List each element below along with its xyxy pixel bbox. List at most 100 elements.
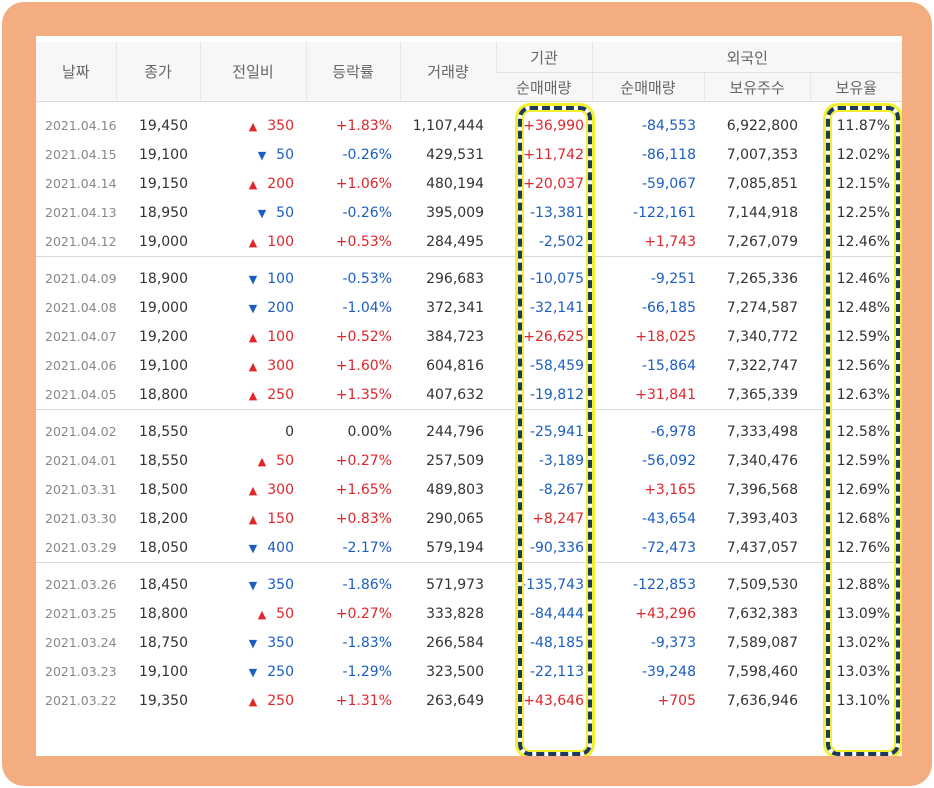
- cell-foreign-holding: 7,589,087: [726, 634, 798, 651]
- cell-foreign-ratio: 12.15%: [836, 175, 891, 192]
- cell-volume: 244,796: [426, 423, 484, 440]
- cell-diff: ▼ 250: [200, 657, 306, 686]
- cell-foreign-holding: 7,393,403: [726, 510, 798, 527]
- diff-value: 250: [267, 692, 294, 709]
- cell-foreign-net: -15,864: [641, 357, 696, 374]
- cell-foreign-holding: 7,267,079: [726, 233, 798, 250]
- diff-value: 50: [276, 452, 294, 469]
- cell-close: 18,050: [139, 539, 188, 556]
- cell-date: 2021.04.14: [45, 176, 117, 191]
- table-row: 2021.04.09 18,900 ▼ 100 -0.53% 296,683 -10,075…: [36, 264, 902, 293]
- cell-foreign-net: +1,743: [644, 233, 696, 250]
- cell-foreign-ratio: 12.46%: [836, 233, 891, 250]
- cell-date: 2021.04.16: [45, 118, 117, 133]
- cell-volume: 480,194: [426, 175, 484, 192]
- header-foreign-holding: 보유주수: [703, 72, 810, 102]
- table-row: 2021.04.06 19,100 ▲ 300 +1.60% 604,816 -58,459…: [36, 351, 902, 380]
- cell-foreign-net: -72,473: [641, 539, 696, 556]
- triangle-down-icon: ▼: [257, 206, 267, 220]
- cell-date: 2021.03.31: [45, 482, 117, 497]
- group-separator: [36, 562, 902, 570]
- cell-date: 2021.04.05: [45, 387, 117, 402]
- table-row: 2021.03.26 18,450 ▼ 350 -1.86% 571,973 -135,74…: [36, 570, 902, 599]
- triangle-up-icon: ▲: [248, 359, 258, 373]
- cell-inst-net: +26,625: [523, 328, 584, 345]
- cell-volume: 290,065: [426, 510, 484, 527]
- cell-foreign-net: +43,296: [635, 605, 696, 622]
- cell-foreign-net: -9,251: [650, 270, 696, 287]
- diff-value: 300: [267, 481, 294, 498]
- cell-foreign-ratio: 12.48%: [836, 299, 891, 316]
- cell-rate: +1.06%: [335, 175, 392, 192]
- cell-foreign-holding: 7,598,460: [726, 663, 798, 680]
- cell-date: 2021.04.13: [45, 205, 117, 220]
- cell-foreign-holding: 7,396,568: [726, 481, 798, 498]
- cell-foreign-ratio: 12.76%: [836, 539, 891, 556]
- cell-date: 2021.03.25: [45, 606, 117, 621]
- diff-value: 250: [267, 663, 294, 680]
- header-date: 날짜: [36, 42, 116, 102]
- triangle-up-icon: ▲: [248, 483, 258, 497]
- diff-value: 300: [267, 357, 294, 374]
- cell-inst-net: -8,267: [538, 481, 584, 498]
- triangle-up-icon: ▲: [248, 177, 258, 191]
- cell-rate: -1.29%: [342, 663, 392, 680]
- cell-foreign-net: -66,185: [641, 299, 696, 316]
- header-diff: 전일비: [199, 42, 306, 102]
- cell-foreign-ratio: 12.69%: [836, 481, 891, 498]
- diff-value: 100: [267, 233, 294, 250]
- cell-diff: ▼ 100: [200, 264, 306, 293]
- table-row: 2021.04.16 19,450 ▲ 350 +1.83% 1,107,444 +36,9…: [36, 111, 902, 140]
- cell-date: 2021.04.09: [45, 271, 117, 286]
- cell-rate: +0.52%: [335, 328, 392, 345]
- table-header: 날짜 종가 전일비 등락률 거래량 기관 외국인 순매매량 순매매량 보유주수 …: [36, 42, 902, 102]
- triangle-down-icon: ▼: [257, 148, 267, 162]
- cell-volume: 407,632: [426, 386, 484, 403]
- group-separator: [36, 409, 902, 417]
- table-row: 2021.04.05 18,800 ▲ 250 +1.35% 407,632 -19,812…: [36, 380, 902, 410]
- table-row: 2021.03.22 19,350 ▲ 250 +1.31% 263,649 +43,646…: [36, 686, 902, 715]
- table-row: 2021.03.29 18,050 ▼ 400 -2.17% 579,194 -90,336…: [36, 533, 902, 563]
- cell-diff: ▼ 350: [200, 570, 306, 599]
- cell-rate: -1.86%: [342, 576, 392, 593]
- cell-volume: 333,828: [426, 605, 484, 622]
- triangle-down-icon: ▼: [248, 541, 258, 555]
- cell-close: 18,200: [139, 510, 188, 527]
- cell-inst-net: -90,336: [529, 539, 584, 556]
- cell-inst-net: +8,247: [532, 510, 584, 527]
- cell-date: 2021.03.23: [45, 664, 117, 679]
- cell-close: 18,750: [139, 634, 188, 651]
- cell-inst-net: -19,812: [529, 386, 584, 403]
- triangle-up-icon: ▲: [248, 694, 258, 708]
- cell-foreign-holding: 6,922,800: [726, 117, 798, 134]
- cell-rate: -0.26%: [342, 146, 392, 163]
- cell-foreign-ratio: 12.88%: [836, 576, 891, 593]
- cell-inst-net: -3,189: [538, 452, 584, 469]
- table-row: 2021.03.24 18,750 ▼ 350 -1.83% 266,584 -48,185…: [36, 628, 902, 657]
- cell-rate: -0.53%: [342, 270, 392, 287]
- cell-foreign-net: -43,654: [641, 510, 696, 527]
- top-gap: [36, 102, 902, 112]
- cell-foreign-ratio: 13.02%: [836, 634, 891, 651]
- cell-foreign-ratio: 12.02%: [836, 146, 891, 163]
- table-row: 2021.04.01 18,550 ▲ 50 +0.27% 257,509 -3,189 -5…: [36, 446, 902, 475]
- cell-inst-net: +43,646: [523, 692, 584, 709]
- diff-value: 350: [267, 634, 294, 651]
- cell-foreign-net: -122,853: [633, 576, 696, 593]
- cell-volume: 372,341: [426, 299, 484, 316]
- cell-date: 2021.04.12: [45, 234, 117, 249]
- triangle-up-icon: ▲: [248, 235, 258, 249]
- cell-foreign-net: -39,248: [641, 663, 696, 680]
- cell-rate: 0.00%: [347, 423, 392, 440]
- header-rate: 등락률: [305, 42, 400, 102]
- cell-foreign-holding: 7,437,057: [726, 539, 798, 556]
- cell-date: 2021.04.06: [45, 358, 117, 373]
- cell-close: 19,100: [139, 357, 188, 374]
- cell-diff: ▼ 50: [200, 140, 306, 169]
- cell-inst-net: -32,141: [529, 299, 584, 316]
- cell-foreign-holding: 7,340,476: [726, 452, 798, 469]
- cell-diff: ▲ 50: [200, 599, 306, 628]
- cell-foreign-net: -56,092: [641, 452, 696, 469]
- cell-rate: +0.53%: [335, 233, 392, 250]
- cell-foreign-net: -122,161: [633, 204, 696, 221]
